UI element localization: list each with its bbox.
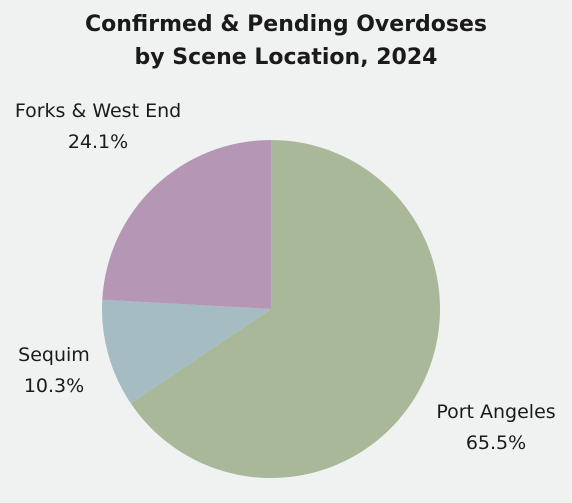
slice-label-port-angeles: Port Angeles 65.5% [410,397,572,459]
pie-slice-port-angeles [130,140,440,478]
slice-label-sequim: Sequim 10.3% [0,340,108,402]
chart-title-line-2: by Scene Location, 2024 [134,45,438,70]
chart-title: Confirmed & Pending Overdoses by Scene L… [0,8,572,74]
pie-slice-forks-west-end [102,140,271,309]
chart-title-line-1: Confirmed & Pending Overdoses [84,12,488,37]
slice-label-forks-west-end: Forks & West End 24.1% [0,96,196,158]
pie-slice-sequim [102,299,271,404]
slice-name: Port Angeles [436,401,556,423]
slice-percent: 10.3% [23,375,85,397]
slice-name: Sequim [18,344,90,366]
slice-percent: 24.1% [67,131,129,153]
slice-percent: 65.5% [465,432,527,454]
slice-name: Forks & West End [14,100,182,122]
